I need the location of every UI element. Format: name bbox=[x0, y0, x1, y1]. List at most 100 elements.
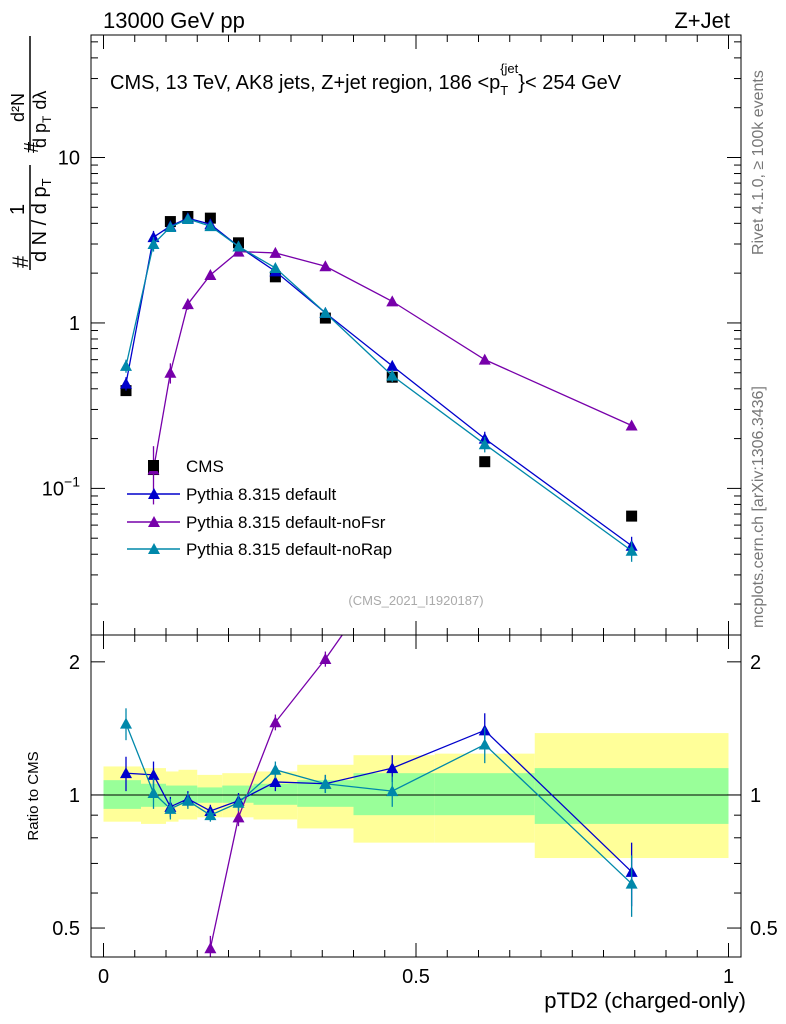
chart-title-prefix: CMS, 13 TeV, AK8 jets, Z+jet region, 186… bbox=[110, 72, 500, 94]
ratio-panel: 2 2 1 1 0.5 0.5 0 0.5 1 Ratio to CMS pTD2 (charg… bbox=[25, 634, 778, 1013]
ylabel-deriv-den-text: d p bbox=[30, 123, 50, 148]
ratio-series bbox=[120, 635, 638, 957]
band-inner bbox=[253, 783, 298, 805]
legend-marker-nofsr bbox=[148, 516, 160, 527]
data-point-1 bbox=[120, 377, 132, 389]
ratio-point-2 bbox=[232, 796, 245, 808]
ratio-point-2 bbox=[147, 787, 160, 799]
ratio-frame bbox=[90, 634, 742, 958]
data-point-1 bbox=[147, 231, 160, 243]
ratio-ytick-label-right: 1 bbox=[750, 785, 761, 807]
energy-label: 13000 GeV pp bbox=[103, 8, 245, 33]
ratio-point-2 bbox=[120, 717, 132, 729]
data-point-3 bbox=[232, 240, 245, 252]
ratio-point-2 bbox=[164, 802, 177, 814]
data-point-3 bbox=[164, 221, 177, 233]
data-point-3 bbox=[319, 306, 332, 318]
legend-label-norap: Pythia 8.315 default-noRap bbox=[186, 540, 392, 559]
ratio-point-2 bbox=[181, 794, 194, 806]
ratio-ticks: 2 2 1 1 0.5 0.5 0 0.5 1 bbox=[52, 635, 778, 988]
legend-label-nofsr: Pythia 8.315 default-noFsr bbox=[186, 513, 386, 532]
main-ticks: 10 1 10−1 bbox=[42, 35, 741, 635]
cms-data-point bbox=[269, 271, 281, 283]
chart-title: CMS, 13 TeV, AK8 jets, Z+jet region, 186… bbox=[110, 61, 622, 98]
data-point-2 bbox=[164, 366, 177, 378]
ratio-ytick-label-right: 2 bbox=[750, 652, 761, 674]
cms-data-point bbox=[319, 312, 331, 324]
ylabel-deriv-num: d²N bbox=[8, 93, 28, 122]
legend-label-default: Pythia 8.315 default bbox=[186, 485, 337, 504]
data-point-2 bbox=[204, 268, 217, 280]
data-point-3 bbox=[625, 544, 638, 556]
data-point-3 bbox=[386, 369, 399, 381]
legend-marker-default bbox=[148, 488, 160, 499]
ratio-ytick-label-left: 0.5 bbox=[52, 918, 80, 940]
chart-title-suffix: }< 254 GeV bbox=[518, 72, 622, 94]
ratio-point-2 bbox=[204, 809, 217, 821]
x-tick-label: 1 bbox=[723, 966, 734, 988]
ylabel-hash-b: # bbox=[21, 141, 43, 153]
ratio-point-0 bbox=[120, 767, 132, 779]
data-point-3 bbox=[204, 220, 217, 232]
data-point-2 bbox=[319, 260, 332, 272]
ratio-point-1 bbox=[204, 942, 217, 954]
ratio-point-2 bbox=[269, 763, 282, 775]
ratio-ytick-label-left: 1 bbox=[69, 785, 80, 807]
main-ylabel: # 1 d N / d pT # d²N d pTdλ bbox=[7, 36, 54, 270]
process-label: Z+Jet bbox=[674, 8, 730, 33]
data-point-2 bbox=[269, 246, 282, 258]
cms-data-point bbox=[204, 212, 216, 224]
data-point-3 bbox=[147, 238, 160, 250]
chart-title-sub: T bbox=[500, 83, 508, 98]
legend-label-cms: CMS bbox=[186, 457, 224, 476]
series-line-2 bbox=[152, 250, 632, 470]
ratio-ylabel: Ratio to CMS bbox=[25, 751, 42, 840]
x-axis-label: pTD2 (charged-only) bbox=[544, 988, 746, 1013]
ratio-point-2 bbox=[319, 777, 332, 789]
ratio-point-0 bbox=[386, 762, 399, 774]
ratio-point-1 bbox=[269, 716, 282, 728]
ratio-point-2 bbox=[625, 877, 638, 889]
data-point-3 bbox=[181, 212, 194, 224]
data-point-2 bbox=[181, 298, 194, 310]
ylabel-frac-den: d N / d pT bbox=[29, 178, 54, 262]
main-ytick-label: 10 bbox=[58, 147, 80, 169]
ylabel-hash-a: # bbox=[8, 255, 33, 268]
data-point-3 bbox=[120, 359, 132, 371]
main-series bbox=[120, 210, 638, 562]
data-point-1 bbox=[386, 359, 399, 371]
analysis-watermark: (CMS_2021_I1920187) bbox=[348, 593, 483, 608]
legend-marker-cms bbox=[148, 460, 159, 471]
ratio-ytick-label-left: 2 bbox=[69, 652, 80, 674]
ratio-point-1 bbox=[232, 811, 245, 823]
ratio-bands bbox=[91, 733, 741, 859]
main-ytick-label: 10−1 bbox=[42, 473, 80, 500]
legend: CMS Pythia 8.315 default Pythia 8.315 de… bbox=[127, 457, 392, 559]
ylabel-deriv-den-sub: T bbox=[40, 115, 54, 123]
rivet-label: Rivet 4.1.0, ≥ 100k events bbox=[750, 70, 767, 255]
main-panel: 10 1 10−1 CMS, 13 TeV, AK8 jets, Z+jet reg… bbox=[7, 34, 742, 636]
band-inner bbox=[434, 773, 535, 816]
ylabel-frac-num: 1 bbox=[7, 204, 29, 215]
ratio-point-1 bbox=[319, 652, 332, 664]
data-point-2 bbox=[386, 295, 399, 307]
x-tick-label: 0 bbox=[98, 966, 109, 988]
chart-title-sup: {jet bbox=[500, 61, 518, 76]
ratio-point-2 bbox=[478, 738, 491, 750]
data-point-3 bbox=[478, 438, 491, 450]
data-point-2 bbox=[478, 353, 491, 365]
cms-data-point bbox=[479, 456, 491, 468]
ylabel-deriv-den-tail: dλ bbox=[30, 91, 50, 110]
x-tick-label: 0.5 bbox=[402, 966, 430, 988]
band-inner bbox=[534, 768, 729, 824]
ratio-point-0 bbox=[269, 775, 282, 787]
cms-data-point bbox=[626, 510, 638, 522]
ylabel-frac-den-sub: T bbox=[39, 178, 54, 186]
data-point-2 bbox=[625, 419, 638, 431]
ratio-point-2 bbox=[386, 785, 399, 797]
mcplots-label: mcplots.cern.ch [arXiv:1306.3436] bbox=[750, 386, 767, 628]
ratio-point-0 bbox=[147, 768, 160, 780]
data-point-3 bbox=[269, 261, 282, 273]
ylabel-deriv-den: d pTdλ bbox=[30, 91, 54, 148]
